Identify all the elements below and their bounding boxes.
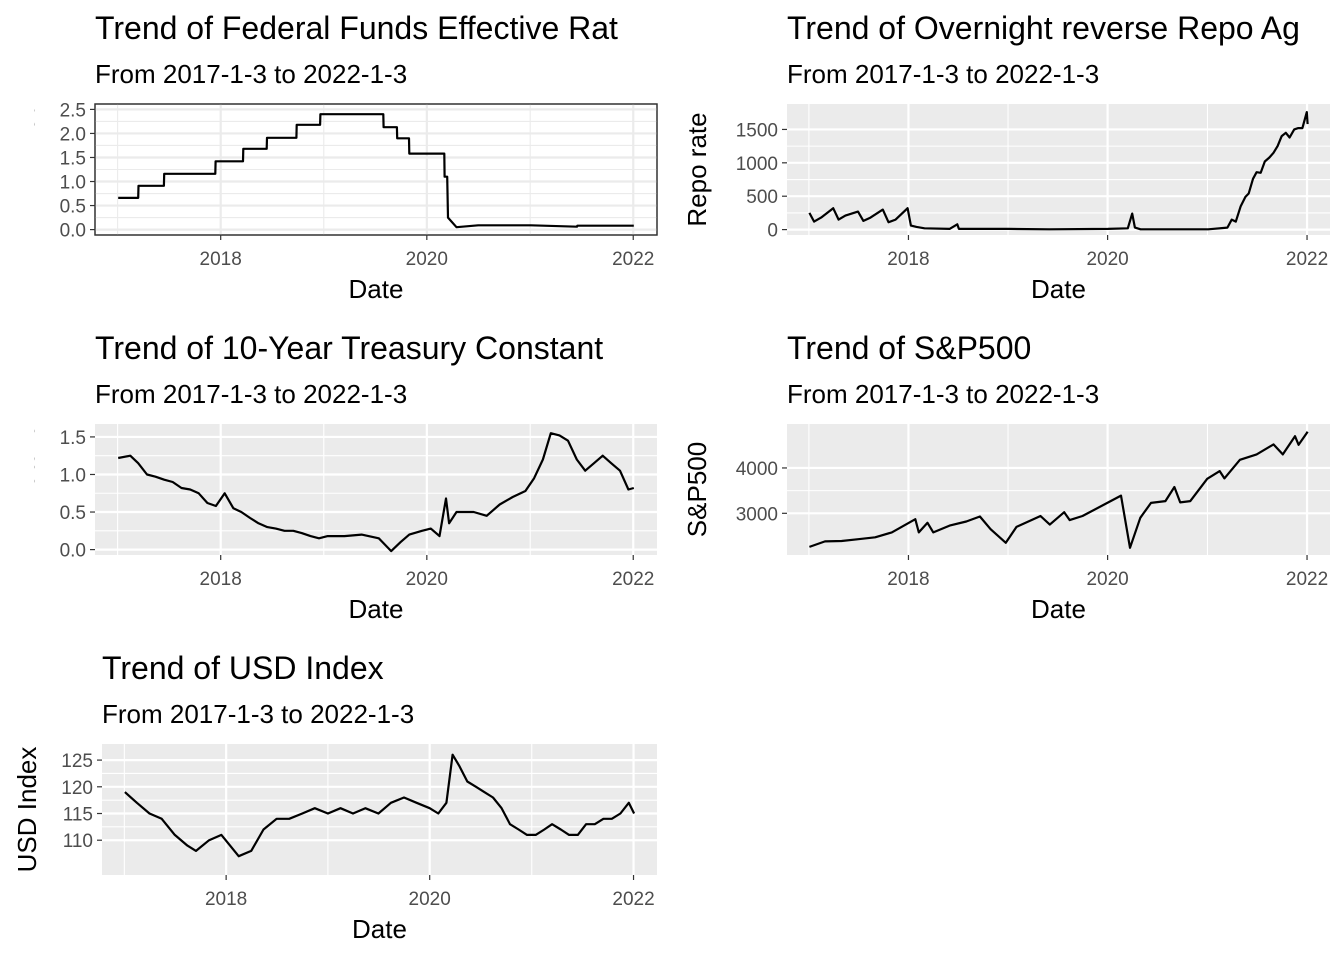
y-tick-label: 115 [63, 805, 93, 826]
x-tick-label: 2020 [1086, 249, 1128, 270]
x-axis-title: Date [1031, 274, 1086, 304]
y-tick-label: 1500 [736, 120, 778, 141]
x-axis-title: Date [1031, 594, 1086, 624]
plot-panel [787, 104, 1330, 235]
chart-title: Trend of 10-Year Treasury Constant [95, 330, 603, 366]
x-axis-title: Date [352, 914, 407, 944]
y-tick-label: 1.0 [60, 465, 86, 486]
x-tick-label: 2020 [406, 569, 448, 590]
series-line [809, 431, 1309, 549]
chart-panel-5: 110 115 120 125 2018 2020 2022 Trend of USD Ind… [12, 650, 657, 944]
y-tick-label: 3000 [736, 504, 778, 525]
x-tick-label: 2018 [887, 249, 929, 270]
y-tick-label: 1.0 [60, 173, 86, 194]
plot-panel [95, 424, 657, 555]
chart-subtitle: From 2017-1-3 to 2022-1-3 [787, 59, 1099, 89]
x-axis-title: Date [349, 274, 404, 304]
chart-title: Trend of Federal Funds Effective Rat [95, 10, 618, 46]
chart-title: Trend of USD Index [102, 650, 384, 686]
y-axis-title: USD Index [12, 747, 42, 873]
x-tick-label: 2018 [200, 249, 242, 270]
y-tick-label: 120 [61, 778, 93, 799]
x-tick-label: 2020 [406, 249, 448, 270]
plot-panel [102, 744, 657, 875]
y-axis-title: Federal Funds Effective Rate [10, 1, 40, 337]
x-tick-label: 2022 [612, 249, 654, 270]
plot-panel [787, 424, 1330, 555]
x-tick-label: 2022 [612, 889, 654, 910]
series-line [124, 753, 636, 858]
y-axis-title: y Constant Maturity Minus [10, 339, 40, 640]
x-tick-label: 2020 [409, 889, 451, 910]
y-tick-label: 1000 [736, 154, 778, 175]
y-tick-label: 125 [61, 751, 93, 772]
y-tick-label: 2.0 [60, 124, 86, 145]
chart-subtitle: From 2017-1-3 to 2022-1-3 [787, 379, 1099, 409]
x-tick-label: 2020 [1086, 569, 1128, 590]
y-axis-title: S&P500 [682, 442, 712, 537]
y-tick-label: 2.5 [60, 100, 86, 121]
chart-subtitle: From 2017-1-3 to 2022-1-3 [102, 699, 414, 729]
y-tick-label: 1.5 [60, 428, 86, 449]
x-tick-label: 2022 [1286, 249, 1328, 270]
y-tick-label: 0.5 [60, 503, 86, 524]
chart-panel-1: 0.0 0.5 1.0 1.5 2.0 2.5 2018 2020 2022 Trend of F… [10, 1, 658, 337]
x-tick-label: 2022 [612, 569, 654, 590]
chart-subtitle: From 2017-1-3 to 2022-1-3 [95, 59, 407, 89]
y-tick-label: 0 [767, 221, 778, 242]
y-tick-label: 110 [63, 831, 93, 852]
chart-panel-4: 3000 4000 2018 2020 2022 Trend of S&P500 From … [682, 330, 1330, 624]
y-tick-label: 4000 [736, 459, 778, 480]
y-tick-label: 0.5 [60, 197, 86, 218]
chart-panel-3: 0.0 0.5 1.0 1.5 2018 2020 2022 Trend of 10-Year… [10, 330, 657, 640]
x-tick-label: 2022 [1286, 569, 1328, 590]
y-tick-label: 0.0 [60, 221, 86, 242]
y-tick-label: 1.5 [60, 148, 86, 169]
panel-border [94, 103, 658, 236]
x-axis-title: Date [349, 594, 404, 624]
chart-title: Trend of S&P500 [787, 330, 1031, 366]
y-tick-label: 0.0 [60, 541, 86, 562]
x-tick-label: 2018 [200, 569, 242, 590]
chart-title: Trend of Overnight reverse Repo Ag [787, 10, 1300, 46]
x-tick-label: 2018 [887, 569, 929, 590]
series-line [117, 432, 635, 553]
series-line [118, 113, 634, 229]
y-axis-title: Repo rate [682, 112, 712, 226]
series-line [808, 110, 1309, 231]
x-tick-label: 2018 [205, 889, 247, 910]
y-tick-label: 500 [746, 187, 778, 208]
chart-subtitle: From 2017-1-3 to 2022-1-3 [95, 379, 407, 409]
chart-panel-2: 0 500 1000 1500 2018 2020 2022 Trend of Overnig… [682, 10, 1330, 304]
